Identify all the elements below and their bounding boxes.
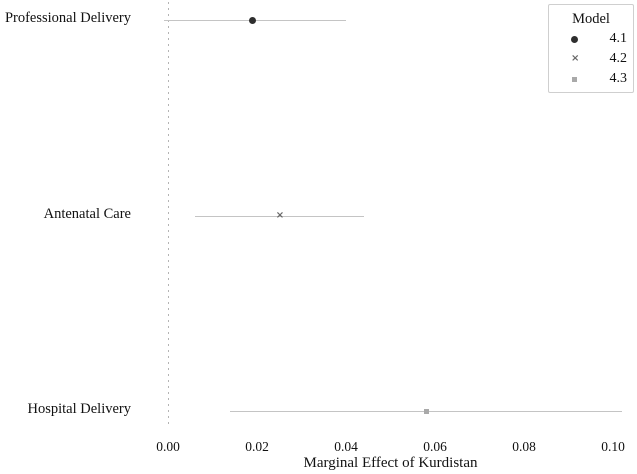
- x-axis-tick-label: 0.00: [156, 439, 180, 454]
- confidence-interval-line: [194, 216, 364, 217]
- x-axis-tick-label: 0.06: [423, 439, 447, 454]
- point-marker-circle: [249, 17, 257, 24]
- category-label: Hospital Delivery: [27, 401, 132, 417]
- point-marker-x: ×: [275, 210, 285, 221]
- legend: Model 4.1 × 4.2 4.3: [548, 4, 634, 93]
- legend-entry: 4.3: [549, 69, 633, 89]
- square-legend-icon: [572, 76, 577, 82]
- x-axis-title: Marginal Effect of Kurdistan: [303, 455, 478, 471]
- legend-key: ×: [567, 49, 589, 69]
- category-label: Antenatal Care: [43, 206, 131, 222]
- legend-key: [567, 69, 589, 89]
- x-axis-tick-label: 0.02: [245, 439, 269, 454]
- zero-reference-line: [168, 2, 169, 428]
- legend-entry: × 4.2: [549, 49, 633, 69]
- x-axis-tick-label: 0.10: [601, 439, 625, 454]
- legend-entry-label: 4.1: [609, 31, 628, 46]
- legend-entry-label: 4.3: [609, 71, 628, 86]
- legend-entry: 4.1: [549, 29, 633, 49]
- legend-entry-label: 4.2: [609, 51, 628, 66]
- x-axis-tick-label: 0.04: [334, 439, 358, 454]
- legend-key: [567, 29, 589, 49]
- x-legend-icon: ×: [571, 53, 580, 64]
- legend-title: Model: [572, 11, 610, 27]
- category-label: Professional Delivery: [4, 10, 131, 26]
- legend-entries: 4.1 × 4.2 4.3: [549, 29, 633, 89]
- circle-legend-icon: [571, 35, 578, 43]
- x-axis-tick-label: 0.08: [512, 439, 536, 454]
- point-marker-square: [423, 409, 429, 414]
